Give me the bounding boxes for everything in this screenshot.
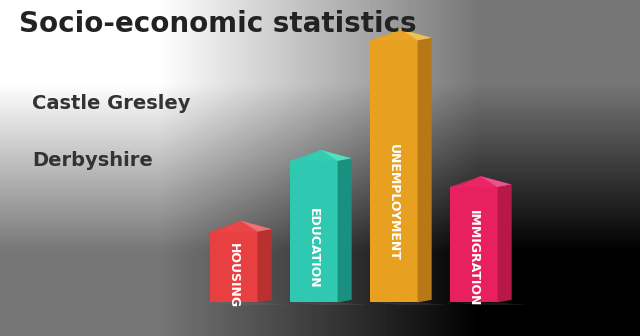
Polygon shape <box>450 302 528 305</box>
Text: Derbyshire: Derbyshire <box>32 151 153 170</box>
Polygon shape <box>290 161 338 302</box>
Polygon shape <box>224 221 272 233</box>
Polygon shape <box>210 302 288 305</box>
Text: UNEMPLOYMENT: UNEMPLOYMENT <box>387 144 400 261</box>
Text: Socio-economic statistics: Socio-economic statistics <box>19 10 417 38</box>
Polygon shape <box>290 158 352 161</box>
Polygon shape <box>304 150 352 162</box>
Polygon shape <box>338 158 352 302</box>
Polygon shape <box>290 150 338 163</box>
Polygon shape <box>210 221 257 234</box>
Text: IMMIGRATION: IMMIGRATION <box>467 210 480 307</box>
Polygon shape <box>498 184 512 302</box>
Polygon shape <box>450 176 498 190</box>
Polygon shape <box>370 38 432 40</box>
Text: Castle Gresley: Castle Gresley <box>32 94 191 113</box>
Polygon shape <box>384 29 432 41</box>
Polygon shape <box>290 302 367 305</box>
Polygon shape <box>463 176 512 188</box>
Polygon shape <box>257 229 272 302</box>
Polygon shape <box>370 29 417 43</box>
Polygon shape <box>210 229 272 232</box>
Text: HOUSING: HOUSING <box>227 243 240 308</box>
Text: EDUCATION: EDUCATION <box>307 208 320 289</box>
Polygon shape <box>450 184 512 187</box>
Polygon shape <box>210 232 257 302</box>
Polygon shape <box>370 40 417 302</box>
Polygon shape <box>417 38 432 302</box>
Polygon shape <box>450 187 498 302</box>
Polygon shape <box>370 302 448 305</box>
